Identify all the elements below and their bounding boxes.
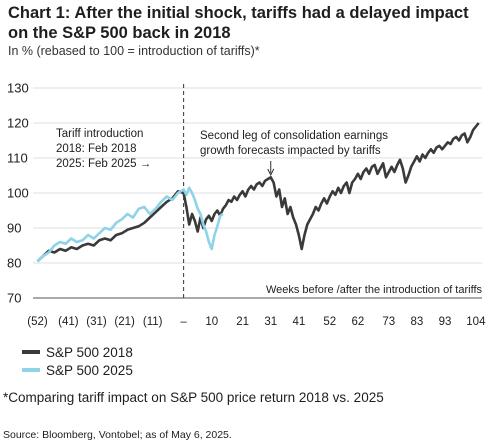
x-tick-label: (11) (143, 316, 163, 328)
footnote: *Comparing tariff impact on S&P 500 pric… (3, 390, 384, 405)
legend-label: S&P 500 2018 (46, 345, 133, 360)
x-tick-label: 52 (323, 316, 336, 328)
annotation-arrow-head (267, 168, 275, 177)
x-tick-label: 104 (466, 316, 486, 328)
y-tick-label: 80 (7, 256, 21, 271)
y-tick-label: 90 (7, 221, 21, 236)
x-tick-label: – (180, 316, 187, 328)
annotation-second-leg-line: Second leg of consolidation earnings (200, 130, 388, 142)
x-tick-label: (21) (114, 316, 135, 328)
x-tick-label: 83 (410, 316, 423, 328)
x-tick-label: 10 (205, 316, 218, 328)
y-tick-label: 110 (7, 151, 28, 166)
chart-title: Chart 1: After the initial shock, tariff… (8, 4, 469, 42)
y-tick-label: 70 (7, 291, 21, 306)
x-tick-label: 62 (351, 316, 364, 328)
annotation-tariff-line: Tariff introduction (56, 128, 143, 140)
series-line-2025 (36, 186, 224, 263)
x-axis-label: Weeks before /after the introduction of … (266, 284, 483, 296)
annotation-tariff-line: 2025: Feb 2025 → (56, 158, 151, 170)
series-line-2018 (36, 122, 480, 263)
source-note: Source: Bloomberg, Vontobel; as of May 6… (3, 429, 232, 441)
x-tick-label: (41) (58, 316, 79, 328)
y-tick-label: 130 (7, 81, 29, 96)
x-tick-label: 21 (236, 316, 249, 328)
x-tick-label: (31) (86, 316, 107, 328)
x-tick-label: 31 (264, 316, 277, 328)
chart-subtitle: In % (rebased to 100 = introduction of t… (8, 44, 260, 58)
y-tick-label: 120 (7, 116, 29, 131)
x-tick-label: 93 (439, 316, 452, 328)
y-tick-label: 100 (7, 186, 29, 201)
annotation-tariff-line: 2018: Feb 2018 (56, 143, 137, 155)
x-tick-label: (52) (27, 316, 48, 328)
x-tick-label: 73 (382, 316, 395, 328)
annotation-second-leg-line: growth forecasts impacted by tariffs (200, 145, 381, 157)
legend-label: S&P 500 2025 (46, 363, 133, 378)
x-tick-label: 41 (292, 316, 305, 328)
